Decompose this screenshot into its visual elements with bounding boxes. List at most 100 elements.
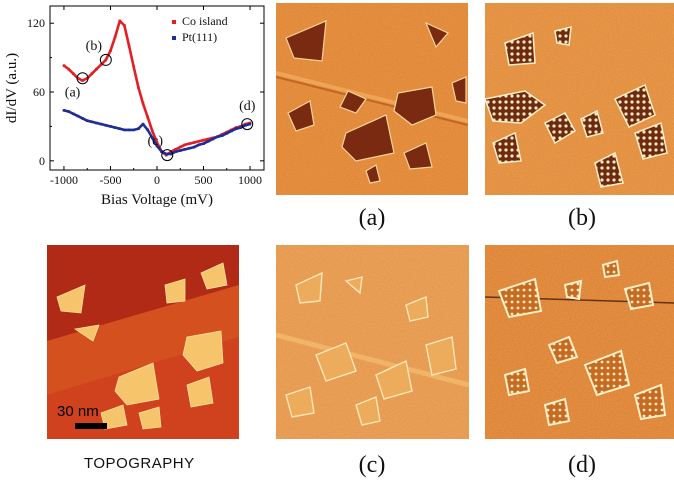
data-point: [95, 121, 98, 125]
data-point: [71, 72, 75, 75]
data-point: [206, 137, 210, 141]
data-point: [206, 140, 210, 143]
data-point: [104, 123, 108, 127]
annotation-label: (a): [65, 85, 81, 100]
data-point: [81, 117, 84, 120]
topography-panel: 30 nm: [47, 245, 239, 439]
scale-bar-label: 30 nm: [57, 403, 99, 420]
data-point: [132, 65, 136, 69]
data-point: [239, 126, 243, 129]
panel-label-c: (c): [358, 452, 386, 478]
data-point: [197, 143, 201, 147]
data-point: [230, 129, 233, 133]
data-point: [174, 148, 177, 151]
data-point: [123, 24, 126, 27]
data-point: [109, 125, 112, 128]
panel-label-d: (d): [568, 452, 596, 478]
data-point: [197, 140, 201, 143]
data-point: [169, 152, 173, 156]
data-point: [160, 150, 163, 153]
legend-label: Pt(111): [182, 30, 217, 44]
data-point: [202, 138, 205, 142]
data-point: [151, 129, 154, 133]
data-point: [127, 44, 131, 48]
data-point: [211, 137, 215, 141]
data-point: [146, 115, 149, 119]
data-point: [113, 126, 117, 129]
data-point: [62, 109, 66, 112]
data-point: [71, 112, 75, 116]
data-point: [178, 149, 182, 152]
data-point: [248, 122, 252, 126]
panel-label-a: (a): [358, 205, 386, 231]
annotation-label: (d): [239, 99, 256, 114]
annotation-label: (c): [147, 134, 163, 149]
topography-caption: TOPOGRAPHY: [84, 455, 195, 472]
data-point: [67, 110, 70, 113]
data-point: [137, 86, 140, 89]
data-point: [118, 127, 122, 131]
data-point: [67, 67, 70, 71]
data-point: [62, 64, 66, 67]
data-point: [141, 102, 145, 105]
data-point: [109, 49, 112, 53]
annotation-label: (b): [86, 39, 103, 54]
x-tick-label: 0: [154, 173, 160, 187]
data-point: [85, 119, 89, 122]
data-point: [118, 19, 122, 23]
data-point: [188, 142, 191, 145]
annotation-circle: [161, 149, 174, 162]
data-point: [183, 143, 187, 147]
y-tick-label: 120: [27, 16, 45, 30]
data-point: [178, 145, 182, 149]
data-point: [192, 141, 196, 144]
annotation-circle: [99, 53, 112, 66]
data-point: [146, 128, 149, 132]
data-point: [183, 148, 187, 151]
map-panel-c: [276, 245, 469, 439]
x-tick-label: -1000: [50, 173, 78, 187]
data-point: [151, 136, 154, 140]
x-tick-label: -500: [99, 173, 121, 187]
series-pt111: [62, 109, 252, 156]
panel-label-b: (b): [568, 205, 596, 231]
data-point: [132, 128, 136, 132]
data-point: [99, 63, 103, 66]
data-point: [99, 122, 103, 126]
data-point: [192, 145, 196, 149]
data-point: [127, 128, 131, 132]
annotation-circle: [241, 118, 254, 131]
data-point: [137, 127, 140, 131]
y-tick-label: 60: [33, 85, 45, 99]
data-point: [202, 142, 205, 145]
data-point: [244, 123, 247, 127]
data-point: [76, 114, 80, 118]
data-point: [225, 132, 229, 135]
data-point: [76, 76, 80, 80]
data-point: [104, 58, 108, 62]
x-axis-label: Bias Voltage (mV): [101, 192, 213, 208]
data-point: [165, 152, 168, 156]
data-point: [85, 76, 89, 80]
data-point: [234, 127, 238, 131]
data-point: [174, 150, 177, 153]
y-tick-label: 0: [39, 154, 45, 168]
x-tick-label: 500: [195, 173, 213, 187]
annotation-circle: [76, 72, 89, 85]
data-point: [220, 134, 224, 137]
x-tick-label: 1000: [238, 173, 262, 187]
y-axis-label: dI/dV (a.u.): [4, 53, 20, 123]
data-point: [123, 128, 126, 132]
map-panel-a: [276, 3, 468, 195]
data-point: [90, 120, 94, 124]
data-point: [95, 67, 98, 71]
data-point: [216, 135, 219, 139]
data-point: [155, 144, 159, 148]
map-panel-b: [485, 3, 674, 195]
data-point: [113, 35, 117, 39]
data-point: [155, 141, 159, 144]
didv-chart: -1000 -500 0 500 1000 0 60 120 Bias Voltage (mV)…: [4, 5, 265, 208]
data-point: [188, 146, 191, 150]
legend-marker: [172, 36, 176, 40]
data-point: [90, 72, 94, 75]
